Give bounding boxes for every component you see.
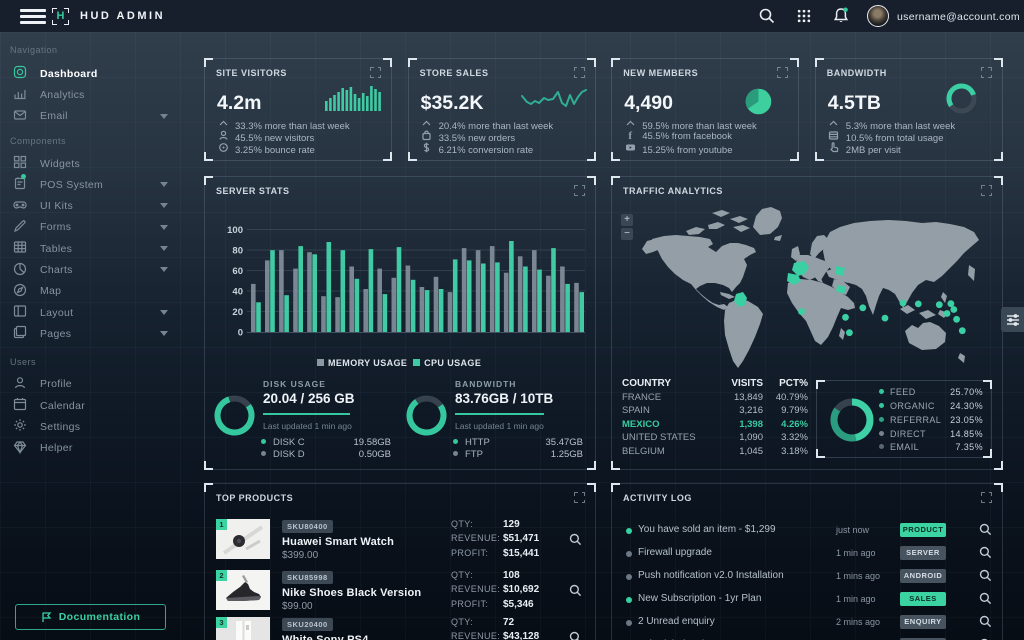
svg-text:0: 0	[238, 328, 243, 339]
svg-text:20: 20	[232, 307, 243, 318]
svg-text:60: 60	[232, 266, 243, 277]
svg-text:40: 40	[232, 287, 243, 298]
svg-text:100: 100	[227, 225, 243, 236]
svg-text:80: 80	[232, 246, 243, 257]
